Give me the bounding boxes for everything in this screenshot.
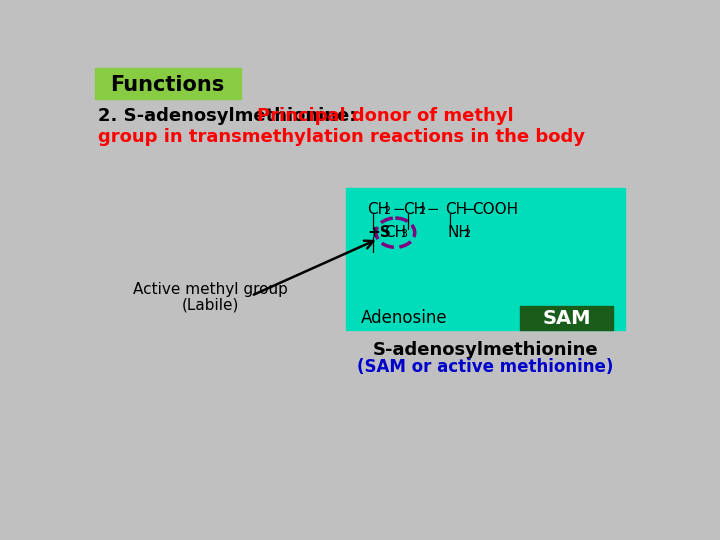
Text: CH: CH	[445, 202, 467, 217]
Text: −: −	[388, 202, 411, 217]
Text: |: |	[405, 214, 410, 230]
Text: COOH: COOH	[472, 202, 518, 217]
Text: CH: CH	[367, 202, 390, 217]
Text: 2: 2	[463, 229, 470, 239]
Text: 3: 3	[400, 229, 407, 239]
Text: −: −	[423, 202, 445, 217]
Text: CH: CH	[403, 202, 426, 217]
Text: S-adenosylmethionine: S-adenosylmethionine	[372, 341, 598, 359]
Text: Principal donor of methyl: Principal donor of methyl	[256, 107, 513, 125]
Text: Functions: Functions	[110, 75, 225, 95]
Text: −: −	[458, 202, 481, 217]
Text: SAM: SAM	[542, 309, 591, 328]
Text: |: |	[370, 214, 375, 230]
Text: Adenosine: Adenosine	[361, 309, 448, 327]
Text: |: |	[447, 214, 452, 230]
Text: group in transmethylation reactions in the body: group in transmethylation reactions in t…	[98, 128, 585, 146]
Text: CH: CH	[384, 225, 407, 240]
Text: 2: 2	[418, 206, 426, 215]
Text: (SAM or active methionine): (SAM or active methionine)	[357, 358, 613, 376]
FancyBboxPatch shape	[346, 188, 625, 330]
FancyBboxPatch shape	[520, 306, 613, 330]
Text: Active methyl group: Active methyl group	[132, 282, 287, 297]
FancyBboxPatch shape	[94, 68, 241, 99]
Text: NH: NH	[447, 225, 470, 240]
Text: 2. S-adenosylmethionine:: 2. S-adenosylmethionine:	[98, 107, 356, 125]
Text: (Labile): (Labile)	[181, 298, 239, 312]
Text: 2: 2	[383, 206, 390, 215]
Text: |: |	[370, 237, 375, 253]
Text: +S: +S	[367, 225, 391, 240]
